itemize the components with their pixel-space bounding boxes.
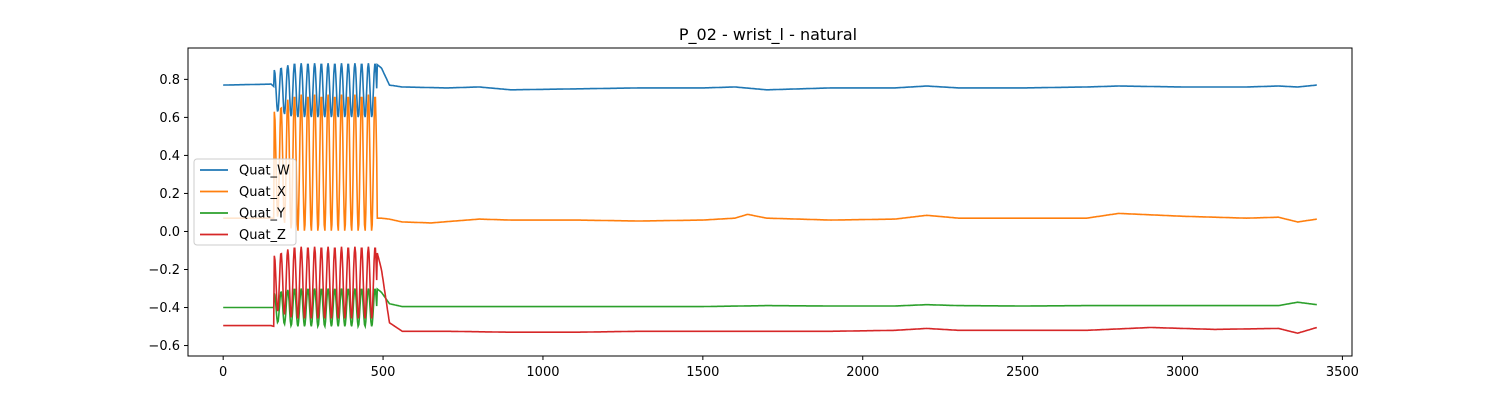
x-tick-label: 0 [219,365,227,380]
y-tick-label: 0.0 [159,225,180,240]
legend-label-quat-z: Quat_Z [239,228,286,243]
y-tick-label: 0.8 [159,73,180,88]
legend-label-quat-y: Quat_Y [239,207,285,222]
y-tick-label: 0.2 [159,187,180,202]
legend-label-quat-w: Quat_W [239,164,290,179]
series-line-quat-w [223,63,1317,118]
chart-title: P_02 - wrist_l - natural [679,25,857,45]
x-tick-label: 1500 [686,365,719,380]
axes: 0 500 1000 1500 2000 2500 3000 3500 −0.6 −0.4 −0.2… [148,47,1359,380]
plot-frame [187,47,1353,357]
x-tick-label: 1000 [526,365,559,380]
legend-box [193,158,297,246]
series-line-quat-x [223,94,1317,231]
legend: Quat_W Quat_X Quat_Y Quat_Z [193,158,297,246]
y-tick-label: −0.2 [148,263,180,278]
x-tick-label: 2000 [846,365,879,380]
series-line-quat-y [223,287,1317,330]
y-tick-label: 0.4 [159,149,180,164]
y-tick-label: −0.4 [148,301,180,316]
x-tick-label: 2500 [1006,365,1039,380]
y-tick-label: −0.6 [148,339,180,354]
plot-area [223,63,1318,335]
legend-label-quat-x: Quat_X [239,185,286,200]
x-tick-label: 3500 [1326,365,1359,380]
x-tick-label: 3000 [1166,365,1199,380]
series-line-quat-z [223,246,1318,335]
x-tick-label: 500 [371,365,396,380]
y-tick-label: 0.6 [159,111,180,126]
